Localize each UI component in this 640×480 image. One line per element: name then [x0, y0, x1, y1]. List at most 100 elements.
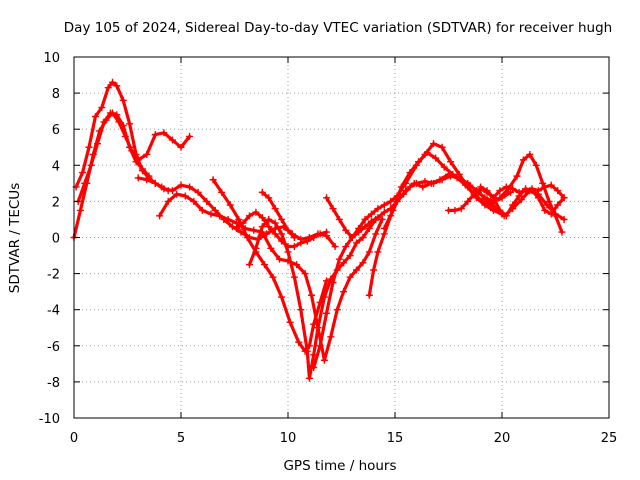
- series-sat-13: [477, 183, 568, 220]
- series-sat-04: [134, 174, 339, 251]
- series-line: [247, 217, 378, 380]
- x-tick-label: 25: [601, 431, 618, 446]
- data-point: [198, 206, 206, 214]
- data-point: [207, 210, 215, 218]
- y-tick-label: 2: [52, 195, 60, 210]
- data-point: [532, 161, 540, 169]
- data-point: [126, 143, 134, 151]
- data-point: [290, 273, 298, 281]
- data-point: [216, 212, 224, 220]
- data-point: [457, 205, 465, 213]
- data-point: [389, 206, 397, 214]
- data-point: [314, 324, 322, 332]
- data-point: [233, 224, 241, 232]
- data-point: [427, 179, 435, 187]
- data-point: [271, 230, 279, 238]
- data-point: [470, 190, 478, 198]
- data-point: [370, 266, 378, 274]
- data-point: [440, 163, 448, 171]
- data-point: [380, 201, 388, 209]
- y-tick-label: -2: [47, 268, 60, 283]
- data-point: [543, 201, 551, 209]
- data-point: [290, 234, 298, 241]
- data-point: [143, 176, 151, 184]
- data-point: [419, 183, 427, 191]
- data-point: [258, 188, 266, 196]
- data-point: [224, 215, 232, 223]
- data-point: [310, 234, 318, 241]
- data-point: [331, 243, 339, 251]
- data-point: [258, 214, 266, 222]
- y-tick-label: -10: [39, 412, 60, 427]
- series-sat-14: [233, 208, 331, 251]
- data-point: [507, 188, 515, 196]
- data-point: [119, 96, 127, 104]
- data-point: [483, 196, 491, 204]
- data-point: [560, 194, 568, 202]
- data-point: [91, 113, 99, 121]
- data-point: [265, 215, 273, 223]
- data-point: [378, 215, 386, 223]
- data-point: [365, 248, 373, 256]
- data-point: [284, 243, 292, 251]
- data-point: [250, 226, 258, 234]
- data-point: [301, 270, 309, 278]
- data-point: [308, 291, 316, 299]
- data-point: [297, 306, 305, 314]
- data-point: [342, 226, 350, 234]
- y-tick-label: 8: [52, 87, 60, 102]
- y-tick-label: 4: [52, 159, 60, 174]
- data-point: [138, 165, 146, 173]
- data-point: [245, 261, 253, 269]
- data-point: [374, 248, 382, 256]
- data-point: [522, 185, 530, 193]
- data-point: [265, 194, 273, 202]
- data-point: [359, 259, 367, 267]
- y-tick-label: -4: [47, 304, 60, 319]
- data-point: [320, 356, 328, 364]
- data-point: [218, 188, 226, 196]
- data-point: [526, 150, 534, 158]
- data-point: [558, 228, 566, 236]
- data-point: [352, 266, 360, 274]
- data-point: [352, 239, 360, 247]
- series-line: [260, 190, 296, 240]
- chart-title: Day 105 of 2024, Sidereal Day-to-day VTE…: [64, 20, 612, 36]
- data-point: [361, 223, 369, 231]
- data-point: [445, 206, 452, 214]
- data-point: [560, 215, 568, 223]
- data-point: [143, 150, 151, 158]
- data-point: [447, 158, 455, 166]
- data-point: [181, 192, 189, 200]
- data-point: [402, 187, 410, 195]
- data-point: [397, 183, 405, 191]
- data-point: [81, 179, 89, 187]
- data-point: [85, 143, 93, 151]
- data-point: [275, 255, 283, 263]
- data-point: [151, 179, 159, 187]
- data-point: [278, 230, 286, 238]
- data-point: [258, 223, 266, 231]
- data-point: [342, 243, 350, 251]
- data-point: [290, 243, 298, 251]
- data-point: [106, 109, 114, 117]
- data-point: [87, 161, 95, 169]
- data-point: [477, 183, 485, 191]
- data-point: [243, 234, 251, 241]
- data-point: [372, 230, 380, 238]
- data-point: [134, 174, 142, 182]
- data-point: [340, 259, 348, 267]
- data-point: [271, 205, 279, 213]
- data-point: [541, 183, 549, 191]
- data-point: [509, 201, 517, 209]
- data-point: [177, 143, 185, 151]
- data-point: [156, 212, 164, 220]
- data-point: [160, 129, 168, 137]
- data-point: [278, 237, 286, 245]
- data-point: [545, 197, 553, 205]
- data-point: [547, 181, 555, 189]
- data-point: [359, 234, 367, 241]
- data-point: [406, 169, 414, 177]
- data-point: [335, 215, 343, 223]
- data-point: [496, 206, 504, 214]
